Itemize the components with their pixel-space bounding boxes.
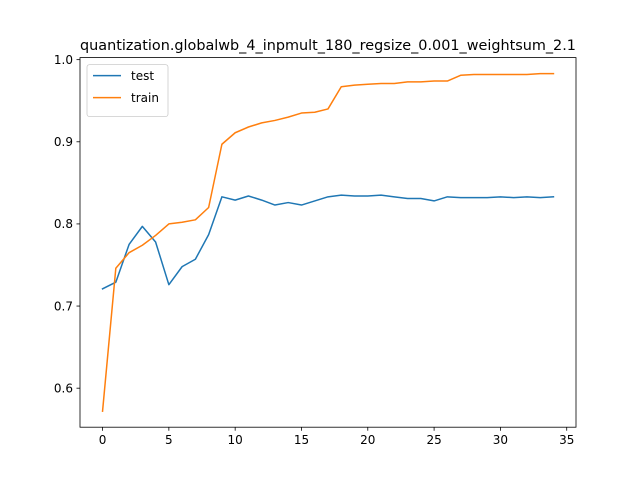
legend: test train — [86, 64, 169, 117]
x-tick-label: 0 — [99, 433, 107, 447]
x-tick-label: 20 — [360, 433, 375, 447]
series-layer — [101, 72, 555, 412]
y-tick-label: 1.0 — [54, 53, 73, 67]
legend-box — [86, 64, 169, 117]
legend-label-test: test — [131, 69, 154, 83]
x-tick-label: 30 — [493, 433, 508, 447]
x-tick-label: 5 — [165, 433, 173, 447]
series-line-test — [101, 194, 555, 290]
y-tick-label: 0.9 — [54, 135, 73, 149]
legend-label-train: train — [131, 91, 159, 105]
x-tick-label: 10 — [228, 433, 243, 447]
x-axis: 0 5 10 15 20 25 30 35 — [99, 427, 574, 447]
series-line-train — [101, 72, 555, 412]
y-axis: 0.6 0.7 0.8 0.9 1.0 — [54, 53, 80, 395]
x-tick-label: 25 — [426, 433, 441, 447]
y-tick-label: 0.6 — [54, 381, 73, 395]
x-tick-label: 35 — [559, 433, 574, 447]
x-tick-label: 15 — [294, 433, 309, 447]
y-tick-label: 0.8 — [54, 217, 73, 231]
chart-title: quantization.globalwb_4_inpmult_180_regs… — [80, 38, 576, 54]
y-tick-label: 0.7 — [54, 299, 73, 313]
plot-frame — [79, 57, 577, 428]
